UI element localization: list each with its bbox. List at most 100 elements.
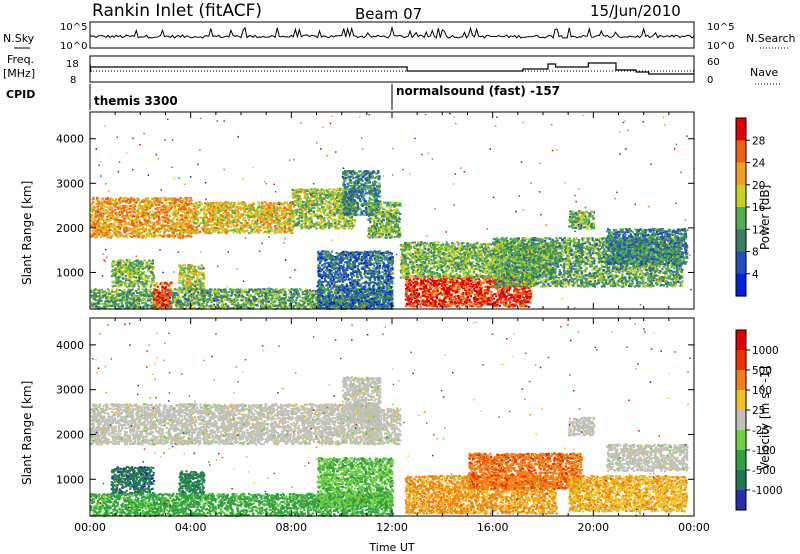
nsearch-tick-high: 10^5 (707, 22, 734, 33)
heatmap-cell (187, 209, 189, 211)
heatmap-cell (188, 201, 190, 203)
heatmap-cell (123, 220, 125, 222)
heatmap-cell (180, 197, 182, 199)
heatmap-cell (129, 224, 131, 226)
heatmap-cell (171, 206, 173, 208)
heatmap-cell (181, 214, 183, 216)
heatmap-cell (96, 199, 98, 201)
heatmap-cell (157, 209, 159, 211)
heatmap-cell (109, 212, 111, 214)
heatmap-cell (91, 220, 93, 222)
heatmap-cell (123, 210, 125, 212)
nave-label: Nave (750, 66, 778, 79)
heatmap-cell (115, 198, 117, 200)
heatmap-cell (176, 204, 178, 206)
heatmap-cell (183, 212, 185, 214)
heatmap-cell (162, 228, 164, 230)
heatmap-cell (102, 198, 104, 200)
freq-label-line2: [MHz] (3, 67, 35, 80)
heatmap-cell (92, 202, 94, 204)
heatmap-cell (142, 226, 144, 228)
heatmap-cell (190, 199, 192, 201)
heatmap-cell (92, 197, 94, 199)
heatmap-cell (127, 198, 129, 200)
heatmap-cell (91, 225, 93, 227)
heatmap-cell (95, 223, 97, 225)
heatmap-cell (181, 201, 183, 203)
heatmap-cell (145, 237, 147, 239)
heatmap-cell (143, 223, 145, 225)
heatmap-cell (146, 225, 148, 227)
heatmap-cell (140, 233, 142, 235)
heatmap-cell (139, 219, 141, 221)
heatmap-cell (184, 231, 186, 233)
heatmap-cell (111, 208, 113, 210)
heatmap-cell (129, 229, 131, 231)
heatmap-cell (110, 201, 112, 203)
heatmap-cell (146, 207, 148, 209)
heatmap-cell (128, 233, 130, 235)
heatmap-cell (131, 221, 133, 223)
heatmap-cell (169, 216, 171, 218)
heatmap-cell (114, 221, 116, 223)
heatmap-cell (170, 225, 172, 227)
heatmap-cell (112, 210, 114, 212)
nsearch-tick-low: 10^0 (707, 41, 734, 52)
range-time-plot: Rankin Inlet (fitACF) Beam 07 15/Jun/201… (0, 0, 800, 554)
heatmap-cell (129, 205, 131, 207)
heatmap-cell (276, 212, 278, 214)
heatmap-cell (172, 232, 174, 234)
heatmap-cell (94, 225, 96, 227)
heatmap-cell (104, 209, 106, 211)
date-label: 15/Jun/2010 (590, 2, 681, 20)
heatmap-cell (143, 212, 145, 214)
nsky-tick-high: 10^5 (60, 22, 87, 33)
heatmap-cell (106, 216, 108, 218)
heatmap-cell (94, 236, 96, 238)
heatmap-cell (166, 209, 168, 211)
heatmap-cell (134, 220, 136, 222)
heatmap-cell (187, 226, 189, 228)
heatmap-cell (137, 200, 139, 202)
heatmap-cell (148, 217, 150, 219)
heatmap-cell (151, 197, 153, 199)
heatmap-cell (106, 206, 108, 208)
heatmap-cell (152, 203, 154, 205)
heatmap-cell (178, 200, 180, 202)
heatmap-cell (119, 207, 121, 209)
heatmap-cell (182, 225, 184, 227)
heatmap-cell (181, 231, 183, 233)
heatmap-cell (101, 205, 103, 207)
heatmap-cell (129, 208, 131, 210)
heatmap-cell (117, 237, 119, 239)
heatmap-cell (105, 225, 107, 227)
heatmap-cell (129, 200, 131, 202)
heatmap-cell (90, 236, 92, 238)
heatmap-cell (151, 217, 153, 219)
heatmap-cell (137, 233, 139, 235)
heatmap-cell (177, 234, 179, 236)
heatmap-cell (166, 202, 168, 204)
heatmap-cell (161, 225, 163, 227)
heatmap-cell (141, 223, 143, 225)
heatmap-cell (152, 227, 154, 229)
heatmap-cell (155, 208, 157, 210)
heatmap-cell (151, 205, 153, 207)
heatmap-cell (119, 198, 121, 200)
heatmap-cell (157, 207, 159, 209)
nsky-tick-low: 10^0 (60, 41, 87, 52)
heatmap-cell (127, 202, 129, 204)
heatmap-cell (187, 217, 189, 219)
heatmap-cell (114, 225, 116, 227)
heatmap-cell (164, 204, 166, 206)
heatmap-cell (173, 235, 175, 237)
heatmap-cell (186, 230, 188, 232)
heatmap-cell (101, 234, 103, 236)
heatmap-cell (91, 218, 93, 220)
heatmap-cell (102, 202, 104, 204)
heatmap-cell (112, 234, 114, 236)
heatmap-cell (91, 215, 93, 217)
heatmap-cell (162, 212, 164, 214)
heatmap-cell (166, 214, 168, 216)
